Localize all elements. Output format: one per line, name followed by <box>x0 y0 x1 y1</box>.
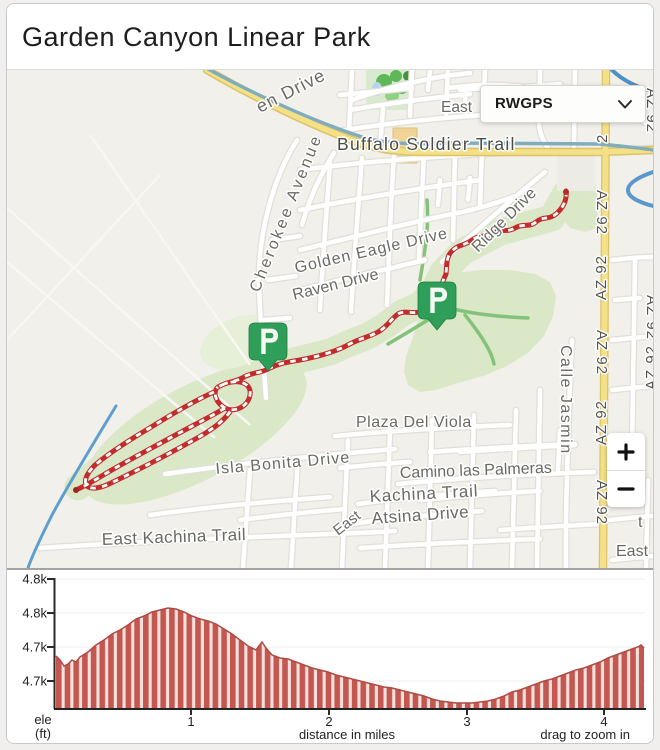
svg-text:drag to zoom in: drag to zoom in <box>540 727 630 742</box>
svg-text:AZ 92: AZ 92 <box>593 330 610 375</box>
svg-text:2: 2 <box>325 714 332 729</box>
svg-text:3: 3 <box>463 714 470 729</box>
svg-text:4: 4 <box>600 714 607 729</box>
svg-text:(ft): (ft) <box>35 726 51 741</box>
svg-text:2: 2 <box>594 134 611 143</box>
svg-text:AZ 92: AZ 92 <box>593 255 610 300</box>
svg-text:East: East <box>616 543 649 560</box>
svg-text:Plaza Del Viola: Plaza Del Viola <box>356 414 472 431</box>
svg-text:AZ 92: AZ 92 <box>593 480 610 525</box>
svg-text:East: East <box>441 99 473 116</box>
svg-text:4.8k: 4.8k <box>22 572 47 587</box>
svg-text:AZ 92: AZ 92 <box>593 190 610 235</box>
svg-text:distance in miles: distance in miles <box>299 727 396 742</box>
svg-text:ele: ele <box>34 712 51 727</box>
svg-text:AZ 92: AZ 92 <box>593 400 610 445</box>
svg-text:Calle Jasmin: Calle Jasmin <box>557 345 574 455</box>
svg-text:AZ 92: AZ 92 <box>643 295 653 340</box>
svg-text:4.8k: 4.8k <box>22 606 47 621</box>
svg-text:AZ 92: AZ 92 <box>643 345 653 390</box>
svg-text:AZ 92: AZ 92 <box>643 88 653 133</box>
svg-text:Buffalo Soldier Trail: Buffalo Soldier Trail <box>337 134 516 154</box>
svg-text:4.7k: 4.7k <box>22 674 47 689</box>
svg-text:4.7k: 4.7k <box>22 640 47 655</box>
svg-text:t: t <box>638 514 643 531</box>
svg-text:1: 1 <box>187 714 194 729</box>
